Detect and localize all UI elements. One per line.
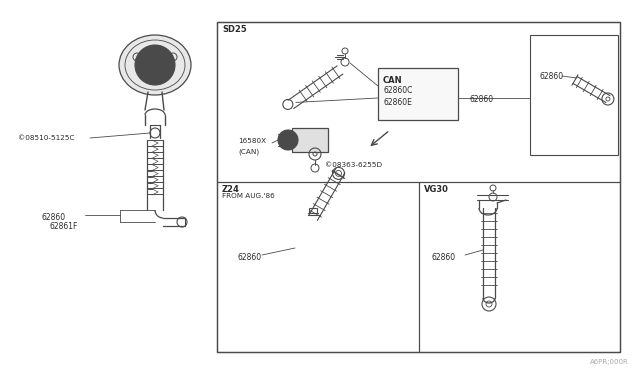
Text: 62860C: 62860C — [383, 86, 412, 95]
Text: 62861F: 62861F — [50, 222, 78, 231]
Text: ©08363-6255D: ©08363-6255D — [325, 162, 382, 168]
Text: 62860: 62860 — [238, 253, 262, 262]
Circle shape — [278, 130, 298, 150]
Text: Z24: Z24 — [222, 185, 240, 194]
Text: ©08510-5125C: ©08510-5125C — [18, 135, 74, 141]
Bar — [217, 22, 620, 352]
Text: A6PR;000R: A6PR;000R — [590, 359, 628, 365]
Text: FROM AUG.'86: FROM AUG.'86 — [222, 193, 275, 199]
Text: VG30: VG30 — [424, 185, 449, 194]
Text: SD25: SD25 — [222, 25, 247, 34]
Text: 16580X: 16580X — [238, 138, 266, 144]
Ellipse shape — [119, 35, 191, 95]
Bar — [530, 35, 618, 155]
Circle shape — [135, 45, 175, 85]
Text: 62860: 62860 — [432, 253, 456, 262]
Text: 62860: 62860 — [540, 72, 564, 81]
Bar — [217, 182, 419, 352]
Text: (CAN): (CAN) — [238, 148, 259, 154]
Text: CAN: CAN — [383, 76, 403, 85]
Bar — [378, 68, 458, 120]
Text: 62860: 62860 — [470, 95, 494, 104]
Bar — [419, 182, 620, 352]
Text: 62860: 62860 — [42, 213, 66, 222]
Text: 62860E: 62860E — [383, 98, 412, 107]
Bar — [217, 22, 620, 182]
Bar — [292, 128, 328, 152]
